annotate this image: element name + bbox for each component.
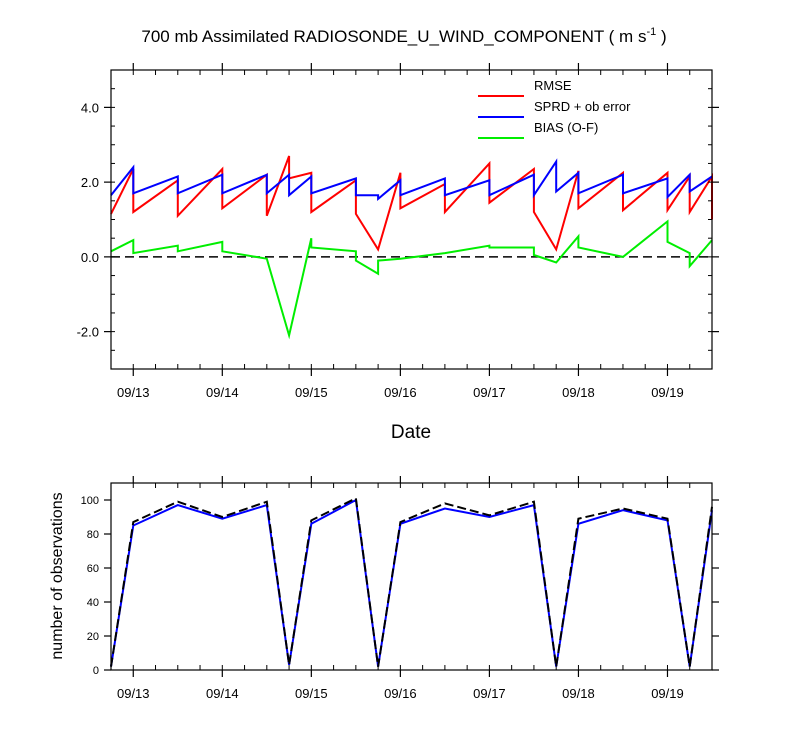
- title-superscript: -1: [646, 26, 656, 38]
- legend: RMSE SPRD + ob error BIAS (O-F): [478, 78, 631, 139]
- x-tick-label: 09/14: [206, 686, 239, 701]
- series-line-bias-o-f: [110, 219, 713, 340]
- series-line-assimilated: [110, 498, 713, 667]
- bottom-axes: 09/13 09/14 09/15 09/16 09/17 09/18 09/19 0 20 40…: [81, 476, 719, 701]
- y-tick-label: 20: [87, 631, 99, 643]
- y-tick-label: 60: [87, 563, 99, 575]
- y-tick-label: 0: [93, 665, 99, 677]
- y-axis-label: number of observations: [49, 492, 66, 659]
- top-series-group: [110, 155, 713, 340]
- legend-label: BIAS (O-F): [534, 120, 598, 135]
- title-main: 700 mb Assimilated RADIOSONDE_U_WIND_COM…: [141, 27, 646, 46]
- x-tick-label: 09/13: [117, 686, 150, 701]
- x-tick-label: 09/17: [473, 686, 506, 701]
- y-tick-label: 80: [87, 529, 99, 541]
- bottom-series-group: [110, 496, 713, 667]
- y-tick-label: 40: [87, 597, 99, 609]
- x-tick-label: 09/16: [384, 385, 417, 400]
- x-tick-label: 09/18: [562, 686, 595, 701]
- x-tick-label: 09/13: [117, 385, 150, 400]
- x-tick-label: 09/16: [384, 686, 417, 701]
- y-tick-label: 0.0: [81, 250, 99, 265]
- observations-chart: 09/13 09/14 09/15 09/16 09/17 09/18 09/19 0 20 40…: [49, 476, 719, 701]
- top-plot-frame: [110, 69, 713, 370]
- series-line-sprd-ob-error: [110, 158, 713, 202]
- x-tick-label: 09/15: [295, 385, 328, 400]
- bottom-plot-frame: [110, 482, 713, 671]
- x-tick-label: 09/19: [651, 385, 684, 400]
- y-tick-label: -2.0: [77, 325, 99, 340]
- y-tick-label: 100: [81, 495, 99, 507]
- x-tick-label: 09/18: [562, 385, 595, 400]
- y-tick-label: 4.0: [81, 100, 99, 115]
- title-end: ): [656, 27, 666, 46]
- legend-label: RMSE: [534, 78, 572, 93]
- y-tick-label: 2.0: [81, 175, 99, 190]
- x-tick-label: 09/15: [295, 686, 328, 701]
- series-line-rmse: [110, 155, 713, 252]
- x-tick-label: 09/19: [651, 686, 684, 701]
- x-tick-label: 09/14: [206, 385, 239, 400]
- top-axes: 09/13 09/14 09/15 09/16 09/17 09/18 09/19 -2.0 0…: [77, 63, 719, 400]
- x-tick-label: 09/17: [473, 385, 506, 400]
- series-line-possible: [110, 496, 713, 667]
- x-axis-label: Date: [391, 422, 431, 443]
- bias-rmse-chart: 09/13 09/14 09/15 09/16 09/17 09/18 09/19 -2.0 0…: [77, 63, 719, 443]
- top-chart-title: 700 mb Assimilated RADIOSONDE_U_WIND_COM…: [141, 26, 666, 46]
- legend-label: SPRD + ob error: [534, 99, 631, 114]
